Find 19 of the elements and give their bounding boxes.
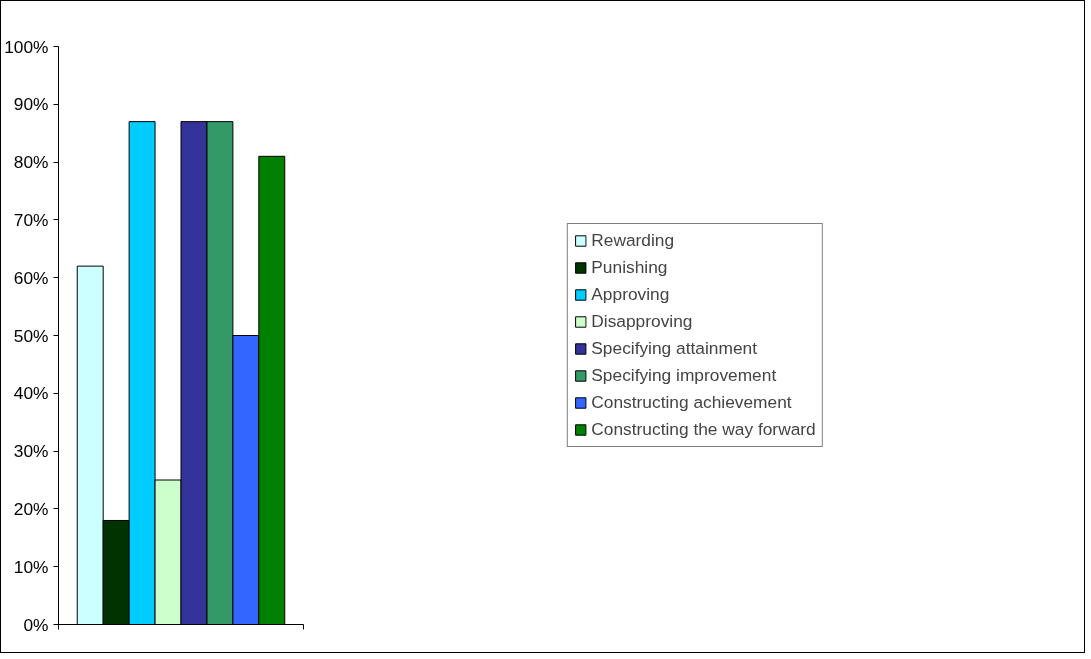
legend-label: Specifying improvement <box>591 365 777 386</box>
y-tick-label: 70% <box>13 209 49 230</box>
legend-label: Punishing <box>591 257 668 278</box>
y-tick-label: 0% <box>23 614 49 635</box>
legend-label: Constructing the way forward <box>591 419 816 440</box>
y-tick-label: 30% <box>13 441 49 462</box>
legend-label: Constructing achievement <box>591 392 792 413</box>
y-tick-label: 100% <box>4 36 49 57</box>
legend-label: Specifying attainment <box>591 338 757 359</box>
legend-label: Disapproving <box>591 311 693 332</box>
y-tick-label: 20% <box>13 498 49 519</box>
legend-label: Rewarding <box>591 230 675 251</box>
legend-label: Approving <box>591 284 670 305</box>
y-tick-label: 40% <box>13 383 49 404</box>
y-tick-label: 50% <box>13 325 49 346</box>
y-tick-label: 60% <box>13 267 49 288</box>
y-tick-label: 80% <box>13 152 49 173</box>
y-tick-label: 90% <box>13 94 49 115</box>
y-tick-label: 10% <box>13 556 49 577</box>
